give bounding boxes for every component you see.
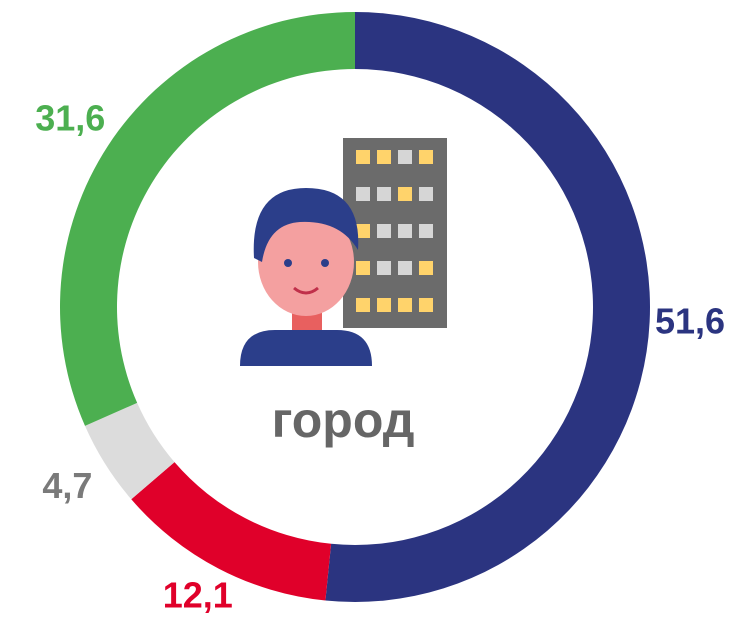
window: [419, 150, 433, 164]
donut-segment: [59, 12, 355, 426]
window: [377, 224, 391, 238]
data-label: 51,6: [655, 301, 725, 342]
window: [419, 224, 433, 238]
window: [356, 187, 370, 201]
window: [419, 261, 433, 275]
window: [377, 261, 391, 275]
donut-segment: [131, 462, 332, 601]
window: [356, 261, 370, 275]
window: [419, 187, 433, 201]
window: [356, 298, 370, 312]
window: [398, 150, 412, 164]
data-label: 12,1: [163, 575, 233, 616]
data-label: 4,7: [42, 465, 92, 506]
window: [377, 298, 391, 312]
donut-segment: [325, 12, 651, 602]
building-icon: [343, 138, 447, 328]
person-icon: [240, 188, 372, 366]
center-label: город: [272, 392, 415, 448]
window: [419, 298, 433, 312]
window: [398, 261, 412, 275]
window: [356, 224, 370, 238]
window: [377, 187, 391, 201]
window: [377, 150, 391, 164]
window: [398, 187, 412, 201]
window: [398, 298, 412, 312]
window: [356, 150, 370, 164]
donut-segment: [85, 402, 175, 500]
data-label: 31,6: [35, 98, 105, 139]
window: [398, 224, 412, 238]
